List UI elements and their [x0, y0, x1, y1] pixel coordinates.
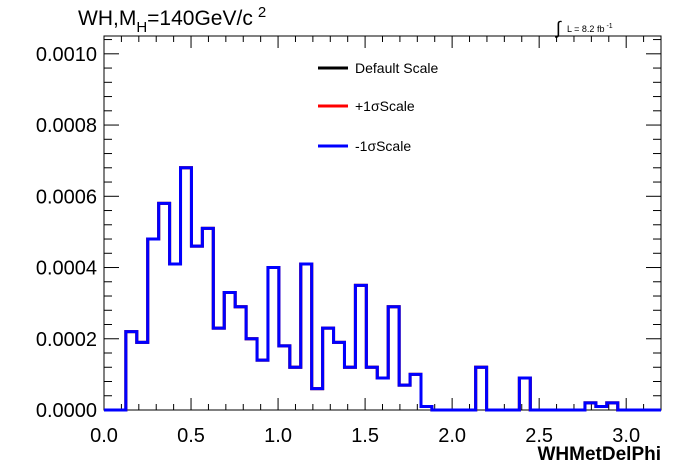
chart-title: WH,MH=140GeV/c 2 [78, 4, 266, 36]
y-tick-label: 0.0000 [36, 400, 97, 422]
title-subscript: H [136, 19, 147, 36]
y-tick-label: 0.0002 [36, 329, 97, 351]
x-tick-label: 2.5 [525, 425, 553, 447]
histogram-lines [104, 166, 661, 412]
y-tick-label: 0.0008 [36, 115, 97, 137]
x-tick-label: 1.5 [351, 425, 379, 447]
x-tick-label: 2.0 [438, 425, 466, 447]
y-tick-label: 0.0004 [36, 258, 97, 280]
luminosity-text: L = 8.2 fb [567, 24, 604, 34]
legend-label-minus: -1σScale [355, 138, 411, 154]
legend: Default Scale +1σScale -1σScale [318, 60, 438, 154]
title-superscript: 2 [258, 4, 266, 21]
x-tick-label: 0.0 [90, 425, 118, 447]
x-tick-label: 0.5 [177, 425, 205, 447]
luminosity-integral: ∫ [554, 18, 562, 38]
y-tick-label: 0.0006 [36, 186, 97, 208]
x-tick-labels: 0.0 0.5 1.0 1.5 2.0 2.5 3.0 [90, 425, 640, 447]
y-tick-labels: 0.0000 0.0002 0.0004 0.0006 0.0008 0.0010 [36, 44, 97, 422]
y-tick-label: 0.0010 [36, 44, 97, 66]
title-main: WH,M [78, 7, 136, 30]
x-tick-label: 1.0 [264, 425, 292, 447]
series-line-2 [104, 166, 661, 412]
x-axis-label: WHMetDelPhi [538, 444, 662, 465]
luminosity-label: L = 8.2 fb -1 [567, 23, 613, 34]
luminosity-superscript: -1 [606, 23, 612, 30]
x-tick-label: 3.0 [612, 425, 640, 447]
legend-label-plus: +1σScale [355, 98, 415, 114]
title-rest: =140GeV/c [147, 7, 253, 30]
legend-label-default: Default Scale [355, 60, 438, 76]
